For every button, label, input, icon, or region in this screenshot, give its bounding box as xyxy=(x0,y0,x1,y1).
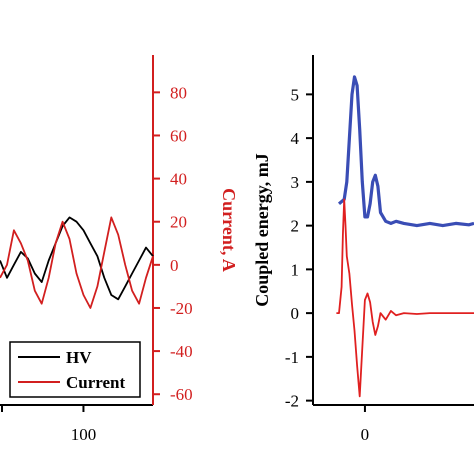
legend-hv-label: HV xyxy=(66,348,92,367)
energy-x-axis-ticks: 0 xyxy=(361,405,370,444)
left-series-group xyxy=(0,216,154,309)
energy-x-tick-label: 0 xyxy=(361,425,370,444)
energy-y-axis-ticks: 5 4 3 2 1 0 -1 -2 xyxy=(285,85,313,411)
series-line-current xyxy=(0,216,154,309)
current-y-tick-label: 60 xyxy=(170,126,187,145)
energy-y-tick-label: 1 xyxy=(291,260,300,279)
right-series-group xyxy=(336,75,474,398)
current-y-tick-label: -20 xyxy=(170,299,193,318)
current-axis-title: Current, A xyxy=(219,188,239,272)
energy-y-tick-label: 0 xyxy=(291,304,300,323)
current-y-tick-label: 0 xyxy=(170,256,179,275)
energy-y-tick-label: 3 xyxy=(291,173,300,192)
current-y-tick-label: 40 xyxy=(170,170,187,189)
legend-box xyxy=(9,341,141,398)
left-x-axis-ticks: 100 xyxy=(1,405,97,444)
right-panel: 5 4 3 2 1 0 -1 -2 0 Coupled energy, mJ xyxy=(252,55,474,444)
current-y-axis-ticks: 80 60 40 20 0 -20 -40 -60 xyxy=(153,83,193,404)
series-line-secondary xyxy=(336,198,474,398)
current-y-tick-label: -60 xyxy=(170,385,193,404)
series-line-hv xyxy=(0,216,154,301)
energy-y-tick-label: 5 xyxy=(291,85,300,104)
series-line-coupled-energy xyxy=(337,75,474,228)
energy-y-tick-label: 2 xyxy=(291,217,300,236)
left-panel: 80 60 40 20 0 -20 -40 -60 100 Current, A HV Cur… xyxy=(0,55,239,444)
current-y-tick-label: 20 xyxy=(170,213,187,232)
energy-y-tick-label: -1 xyxy=(285,348,299,367)
current-y-tick-label: 80 xyxy=(170,83,187,102)
current-y-tick-label: -40 xyxy=(170,342,193,361)
energy-y-tick-label: -2 xyxy=(285,392,299,411)
legend: HV Current xyxy=(9,341,141,398)
left-x-tick-label: 100 xyxy=(71,425,97,444)
legend-current-label: Current xyxy=(66,373,126,392)
energy-y-tick-label: 4 xyxy=(291,129,300,148)
energy-axis-title: Coupled energy, mJ xyxy=(252,153,272,307)
